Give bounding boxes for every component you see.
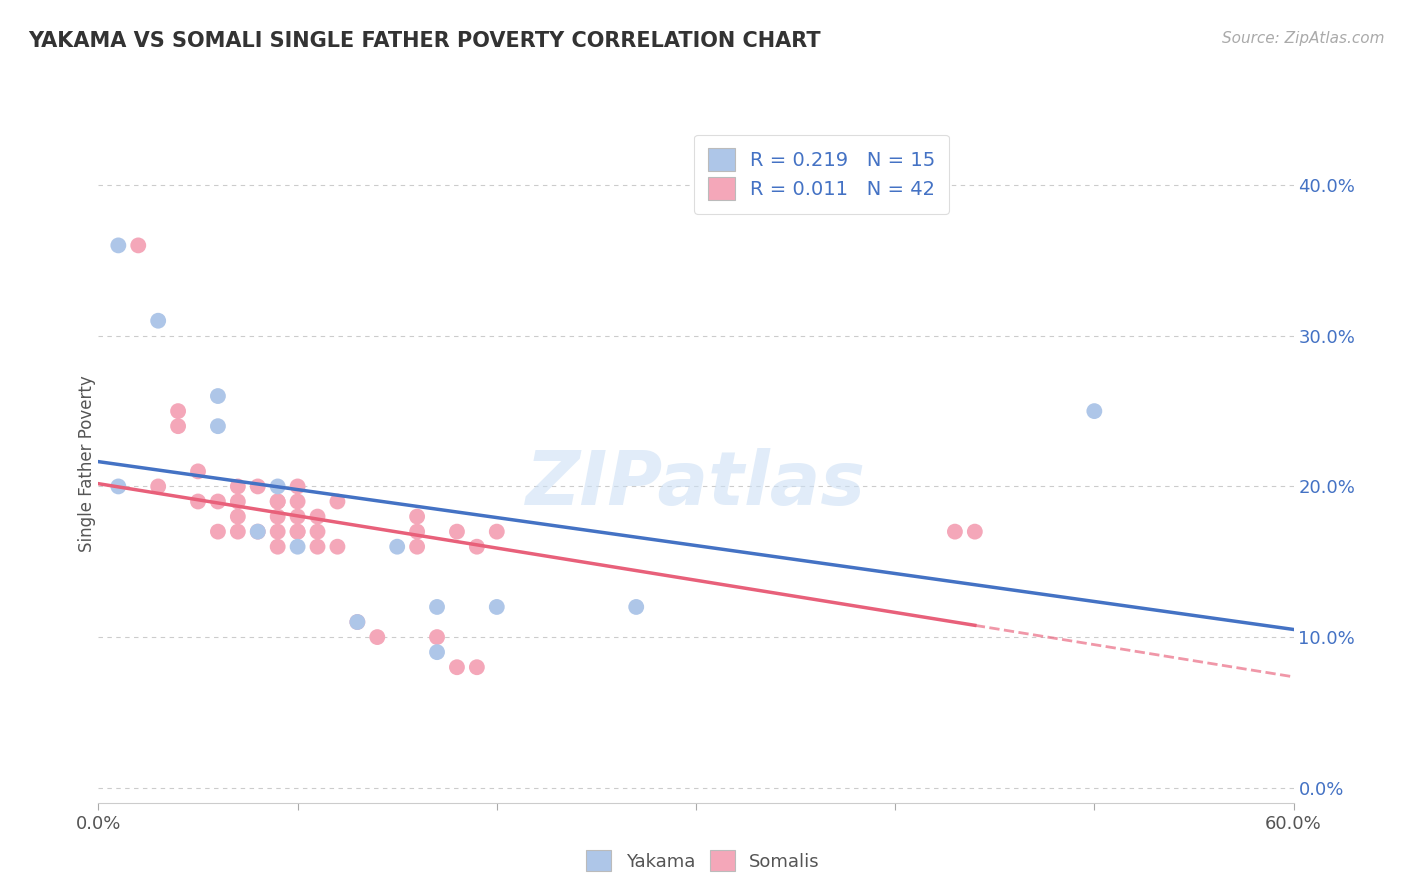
Point: [446, 524, 468, 539]
Point: [406, 524, 429, 539]
Point: [426, 630, 449, 644]
Text: Source: ZipAtlas.com: Source: ZipAtlas.com: [1222, 31, 1385, 46]
Point: [226, 494, 249, 508]
Point: [226, 509, 249, 524]
Point: [167, 419, 190, 434]
Point: [246, 524, 269, 539]
Legend: R = 0.219   N = 15, R = 0.011   N = 42: R = 0.219 N = 15, R = 0.011 N = 42: [695, 135, 949, 213]
Point: [485, 524, 508, 539]
Point: [267, 524, 290, 539]
Point: [107, 479, 129, 493]
Point: [207, 389, 229, 403]
Point: [465, 660, 488, 674]
Point: [963, 524, 986, 539]
Point: [107, 238, 129, 252]
Point: [485, 599, 508, 614]
Point: [207, 524, 229, 539]
Point: [246, 524, 269, 539]
Point: [426, 645, 449, 659]
Point: [465, 540, 488, 554]
Y-axis label: Single Father Poverty: Single Father Poverty: [79, 376, 96, 552]
Point: [385, 540, 409, 554]
Point: [207, 494, 229, 508]
Point: [267, 540, 290, 554]
Point: [127, 238, 149, 252]
Point: [626, 599, 648, 614]
Point: [326, 540, 349, 554]
Point: [1083, 404, 1105, 418]
Point: [187, 464, 209, 478]
Point: [326, 494, 349, 508]
Point: [207, 419, 229, 434]
Point: [366, 630, 388, 644]
Point: [346, 615, 368, 629]
Point: [426, 599, 449, 614]
Point: [307, 540, 329, 554]
Point: [943, 524, 966, 539]
Point: [287, 494, 309, 508]
Point: [287, 524, 309, 539]
Point: [406, 540, 429, 554]
Point: [148, 314, 170, 328]
Point: [406, 509, 429, 524]
Legend: Yakama, Somalis: Yakama, Somalis: [579, 843, 827, 879]
Point: [307, 509, 329, 524]
Point: [287, 509, 309, 524]
Point: [287, 524, 309, 539]
Point: [267, 494, 290, 508]
Point: [167, 404, 190, 418]
Point: [346, 615, 368, 629]
Point: [307, 524, 329, 539]
Text: ZIPatlas: ZIPatlas: [526, 448, 866, 521]
Point: [267, 494, 290, 508]
Point: [148, 479, 170, 493]
Point: [226, 524, 249, 539]
Point: [187, 494, 209, 508]
Point: [446, 660, 468, 674]
Point: [267, 509, 290, 524]
Text: YAKAMA VS SOMALI SINGLE FATHER POVERTY CORRELATION CHART: YAKAMA VS SOMALI SINGLE FATHER POVERTY C…: [28, 31, 821, 51]
Point: [267, 479, 290, 493]
Point: [287, 540, 309, 554]
Point: [226, 479, 249, 493]
Point: [246, 479, 269, 493]
Point: [287, 479, 309, 493]
